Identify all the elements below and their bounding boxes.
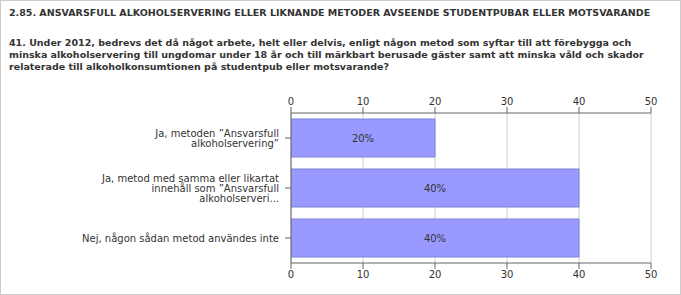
svg-text:10: 10: [357, 96, 370, 107]
html-text:2.85. ANSVARSFULL ALKOHOLSERVE: 2.85. ANSVARSFULL ALKOHOLSERVERING ELLER…: [9, 7, 651, 18]
svg-text:50: 50: [645, 96, 658, 107]
svg-text:20: 20: [429, 269, 442, 280]
svg-text:20: 20: [429, 96, 442, 107]
svg-text:40%: 40%: [424, 233, 446, 244]
svg-text:Ja, metod med samma eller lika: Ja, metod med samma eller likartatinnehå…: [101, 173, 279, 204]
svg-text:40: 40: [573, 96, 586, 107]
svg-text:20%: 20%: [352, 133, 374, 144]
svg-text:0: 0: [288, 96, 294, 107]
html-text:41. Under 2012, bedrevs det då: 41. Under 2012, bedrevs det då något arb…: [9, 37, 644, 72]
svg-text:40%: 40%: [424, 183, 446, 194]
svg-text:30: 30: [501, 269, 514, 280]
svg-text:50: 50: [645, 269, 658, 280]
svg-text:Ja, metoden ”Ansvarsfullalkoho: Ja, metoden ”Ansvarsfullalkoholservering…: [154, 128, 279, 149]
svg-text:10: 10: [357, 269, 370, 280]
svg-text:0: 0: [288, 269, 294, 280]
svg-text:30: 30: [501, 96, 514, 107]
svg-text:Nej, någon sådan metod använde: Nej, någon sådan metod användes inte: [82, 232, 279, 244]
svg-text:40: 40: [573, 269, 586, 280]
